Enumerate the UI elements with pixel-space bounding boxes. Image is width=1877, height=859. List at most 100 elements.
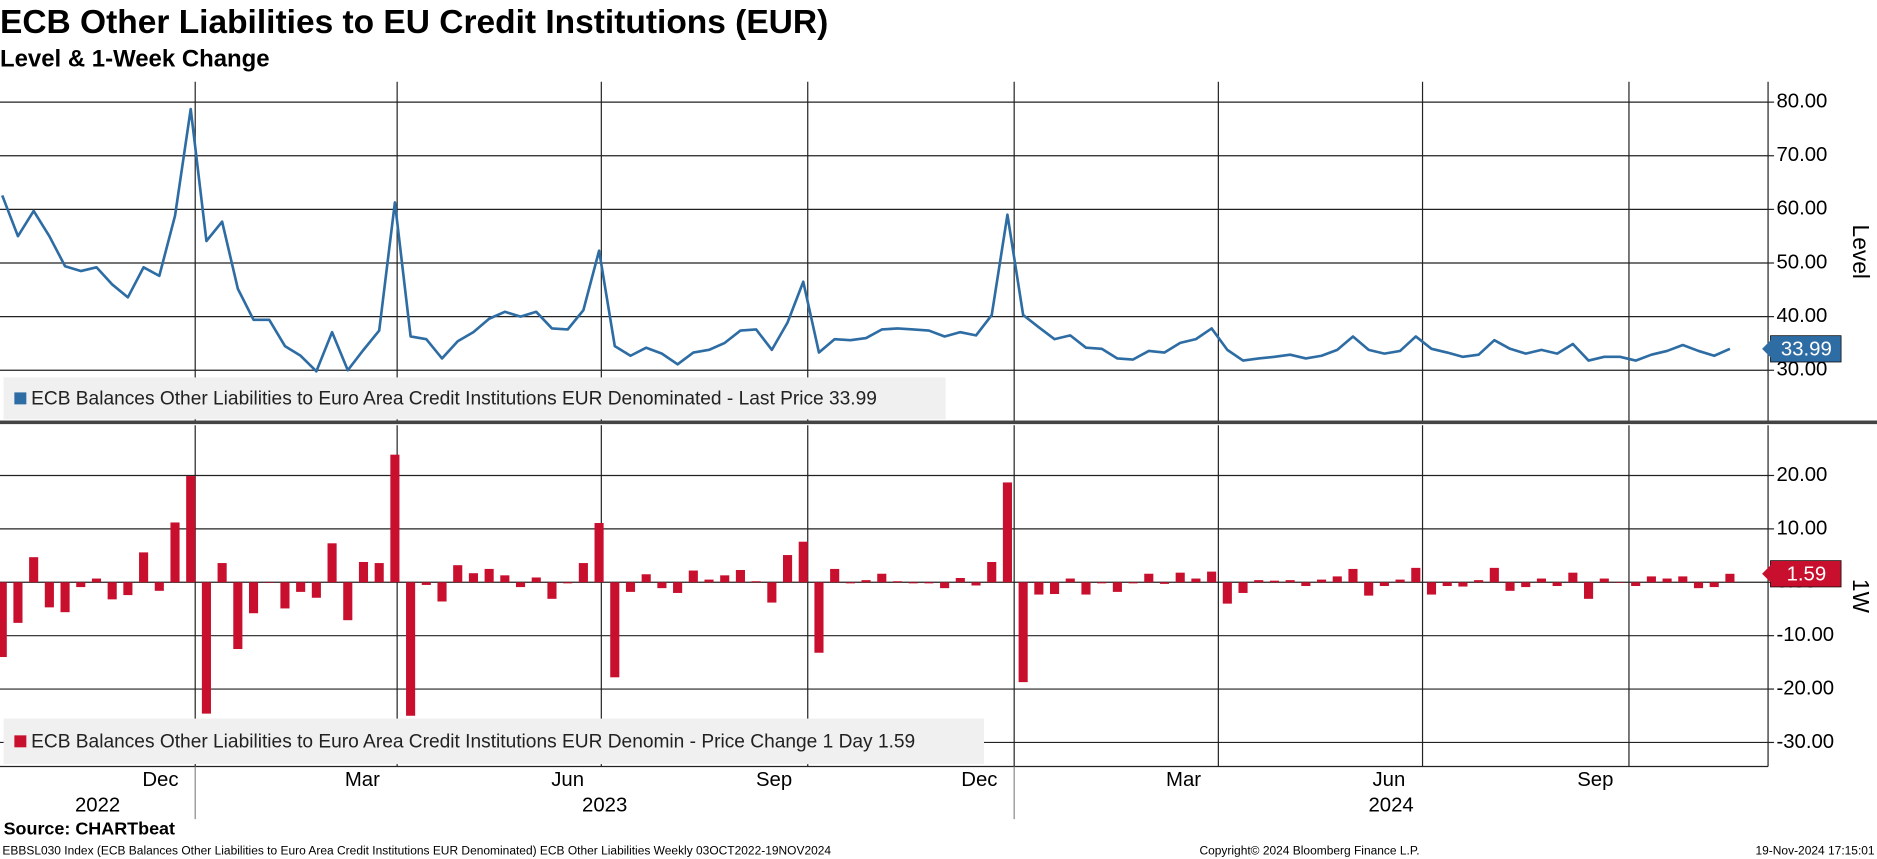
bar xyxy=(547,582,557,599)
bar xyxy=(814,582,824,653)
bar xyxy=(735,569,745,583)
legend-swatch xyxy=(14,392,27,405)
bar xyxy=(673,582,683,593)
bar xyxy=(1411,567,1421,583)
bar xyxy=(1128,582,1138,584)
bar xyxy=(892,581,903,583)
bar xyxy=(1631,582,1641,587)
x-tick-label: Dec xyxy=(142,769,178,791)
bar xyxy=(1081,582,1091,595)
x-tick-label: Mar xyxy=(1166,769,1201,791)
y-tick-label: 40.00 xyxy=(1776,305,1827,327)
bar xyxy=(76,582,86,588)
legend-box xyxy=(3,377,946,420)
bar xyxy=(1646,576,1656,583)
x-year-label: 2022 xyxy=(75,794,120,816)
bar xyxy=(248,582,259,614)
last-value-badge xyxy=(1770,335,1842,363)
legend-label: ECB Balances Other Liabilities to Euro A… xyxy=(31,732,915,753)
bar xyxy=(1693,582,1704,589)
line-series xyxy=(1,107,1731,373)
y-tick-label: 20.00 xyxy=(1776,464,1827,486)
bar xyxy=(1175,572,1185,583)
bar xyxy=(1364,582,1374,596)
bar xyxy=(170,522,180,583)
bar xyxy=(1254,580,1264,583)
bar xyxy=(468,573,478,583)
y-tick-label: 80.00 xyxy=(1776,91,1827,113)
bar xyxy=(1002,482,1012,583)
x-year-label: 2023 xyxy=(582,794,627,816)
panel-divider xyxy=(0,420,1877,425)
bar xyxy=(1301,582,1311,587)
bar xyxy=(437,582,447,602)
y-tick-label: -10.00 xyxy=(1776,624,1834,646)
bar xyxy=(1489,567,1499,583)
bar xyxy=(374,563,384,583)
x-tick-label: Dec xyxy=(961,769,997,791)
bar xyxy=(311,582,321,598)
y-tick-label: 50.00 xyxy=(1776,251,1827,273)
last-value-badge xyxy=(1770,560,1842,588)
bar xyxy=(704,579,714,583)
source: Source: CHARTbeat xyxy=(4,819,175,839)
x-tick-label: Jun xyxy=(551,769,584,791)
bar xyxy=(1222,582,1232,604)
bar xyxy=(1317,579,1327,583)
bar xyxy=(1144,573,1154,583)
x-tick-label: Jun xyxy=(1372,769,1405,791)
y-tick-label: 10.00 xyxy=(1776,517,1827,539)
bar xyxy=(1207,571,1217,583)
bar xyxy=(1050,582,1060,595)
bar xyxy=(1018,582,1028,683)
bar xyxy=(201,582,211,714)
bar xyxy=(688,570,698,583)
bar xyxy=(1395,579,1405,583)
bar xyxy=(1678,576,1688,583)
bar xyxy=(453,565,463,583)
bar xyxy=(924,582,934,584)
bar xyxy=(1584,582,1594,599)
bar xyxy=(1458,582,1468,587)
footer-center: Copyright© 2024 Bloomberg Finance L.P. xyxy=(1199,844,1419,858)
bar xyxy=(60,582,70,613)
bar xyxy=(0,582,7,658)
bar xyxy=(845,582,855,584)
bar xyxy=(343,582,353,621)
y-tick-label: -30.00 xyxy=(1776,731,1834,753)
chart-title: ECB Other Liabilities to EU Credit Insti… xyxy=(0,4,828,41)
bar xyxy=(720,575,730,583)
bar xyxy=(327,543,337,583)
y-tick-label: 30.00 xyxy=(1776,359,1827,381)
bar xyxy=(751,581,761,583)
bar xyxy=(1709,582,1719,588)
bar xyxy=(1725,573,1735,583)
bar xyxy=(29,557,39,583)
x-tick-label: Mar xyxy=(345,769,380,791)
bar xyxy=(782,555,793,583)
y-tick-label: 60.00 xyxy=(1776,198,1827,220)
bar xyxy=(500,575,510,583)
y-tick-label: -20.00 xyxy=(1776,677,1834,699)
bar xyxy=(767,582,777,603)
last-value-label: 1.59 xyxy=(1787,563,1827,585)
y-tick-label: 70.00 xyxy=(1776,144,1827,166)
bar xyxy=(1426,582,1437,595)
bar xyxy=(641,574,651,583)
bar xyxy=(1568,572,1578,583)
legend-box xyxy=(3,718,984,765)
bar xyxy=(358,561,369,583)
badge-pointer xyxy=(1762,564,1772,584)
bar xyxy=(1112,582,1122,592)
bar xyxy=(390,454,400,583)
bar xyxy=(861,580,871,583)
bar xyxy=(123,582,133,596)
last-value-label: 33.99 xyxy=(1781,338,1832,360)
legend-label: ECB Balances Other Liabilities to Euro A… xyxy=(31,389,877,410)
x-tick-label: Sep xyxy=(756,769,792,791)
bar xyxy=(186,476,196,583)
bar xyxy=(233,582,243,650)
bar xyxy=(798,541,808,583)
